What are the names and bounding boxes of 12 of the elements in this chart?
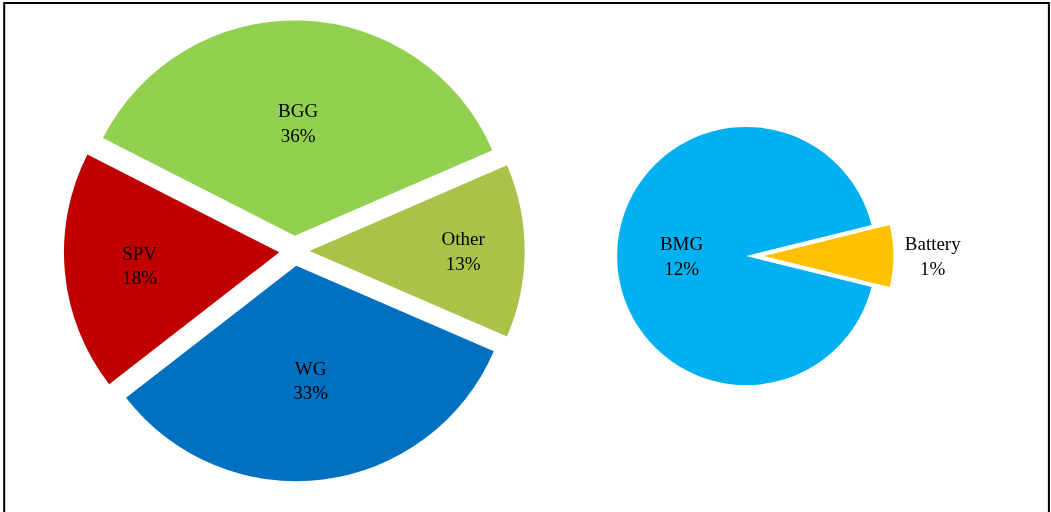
slice-label: WG [294, 357, 327, 379]
data-label: 12% [664, 257, 700, 279]
data-label: 13% [445, 252, 481, 274]
slice-label: BGG [278, 99, 319, 121]
data-label: 1% [920, 257, 946, 279]
data-label: 33% [293, 382, 329, 404]
slice-label: SPV [122, 242, 158, 264]
slice-label: Battery [904, 233, 962, 255]
slice-label: BMG [659, 233, 704, 255]
data-label: 36% [280, 124, 316, 146]
data-label: 18% [122, 267, 158, 289]
slice-label: Other [441, 228, 486, 250]
